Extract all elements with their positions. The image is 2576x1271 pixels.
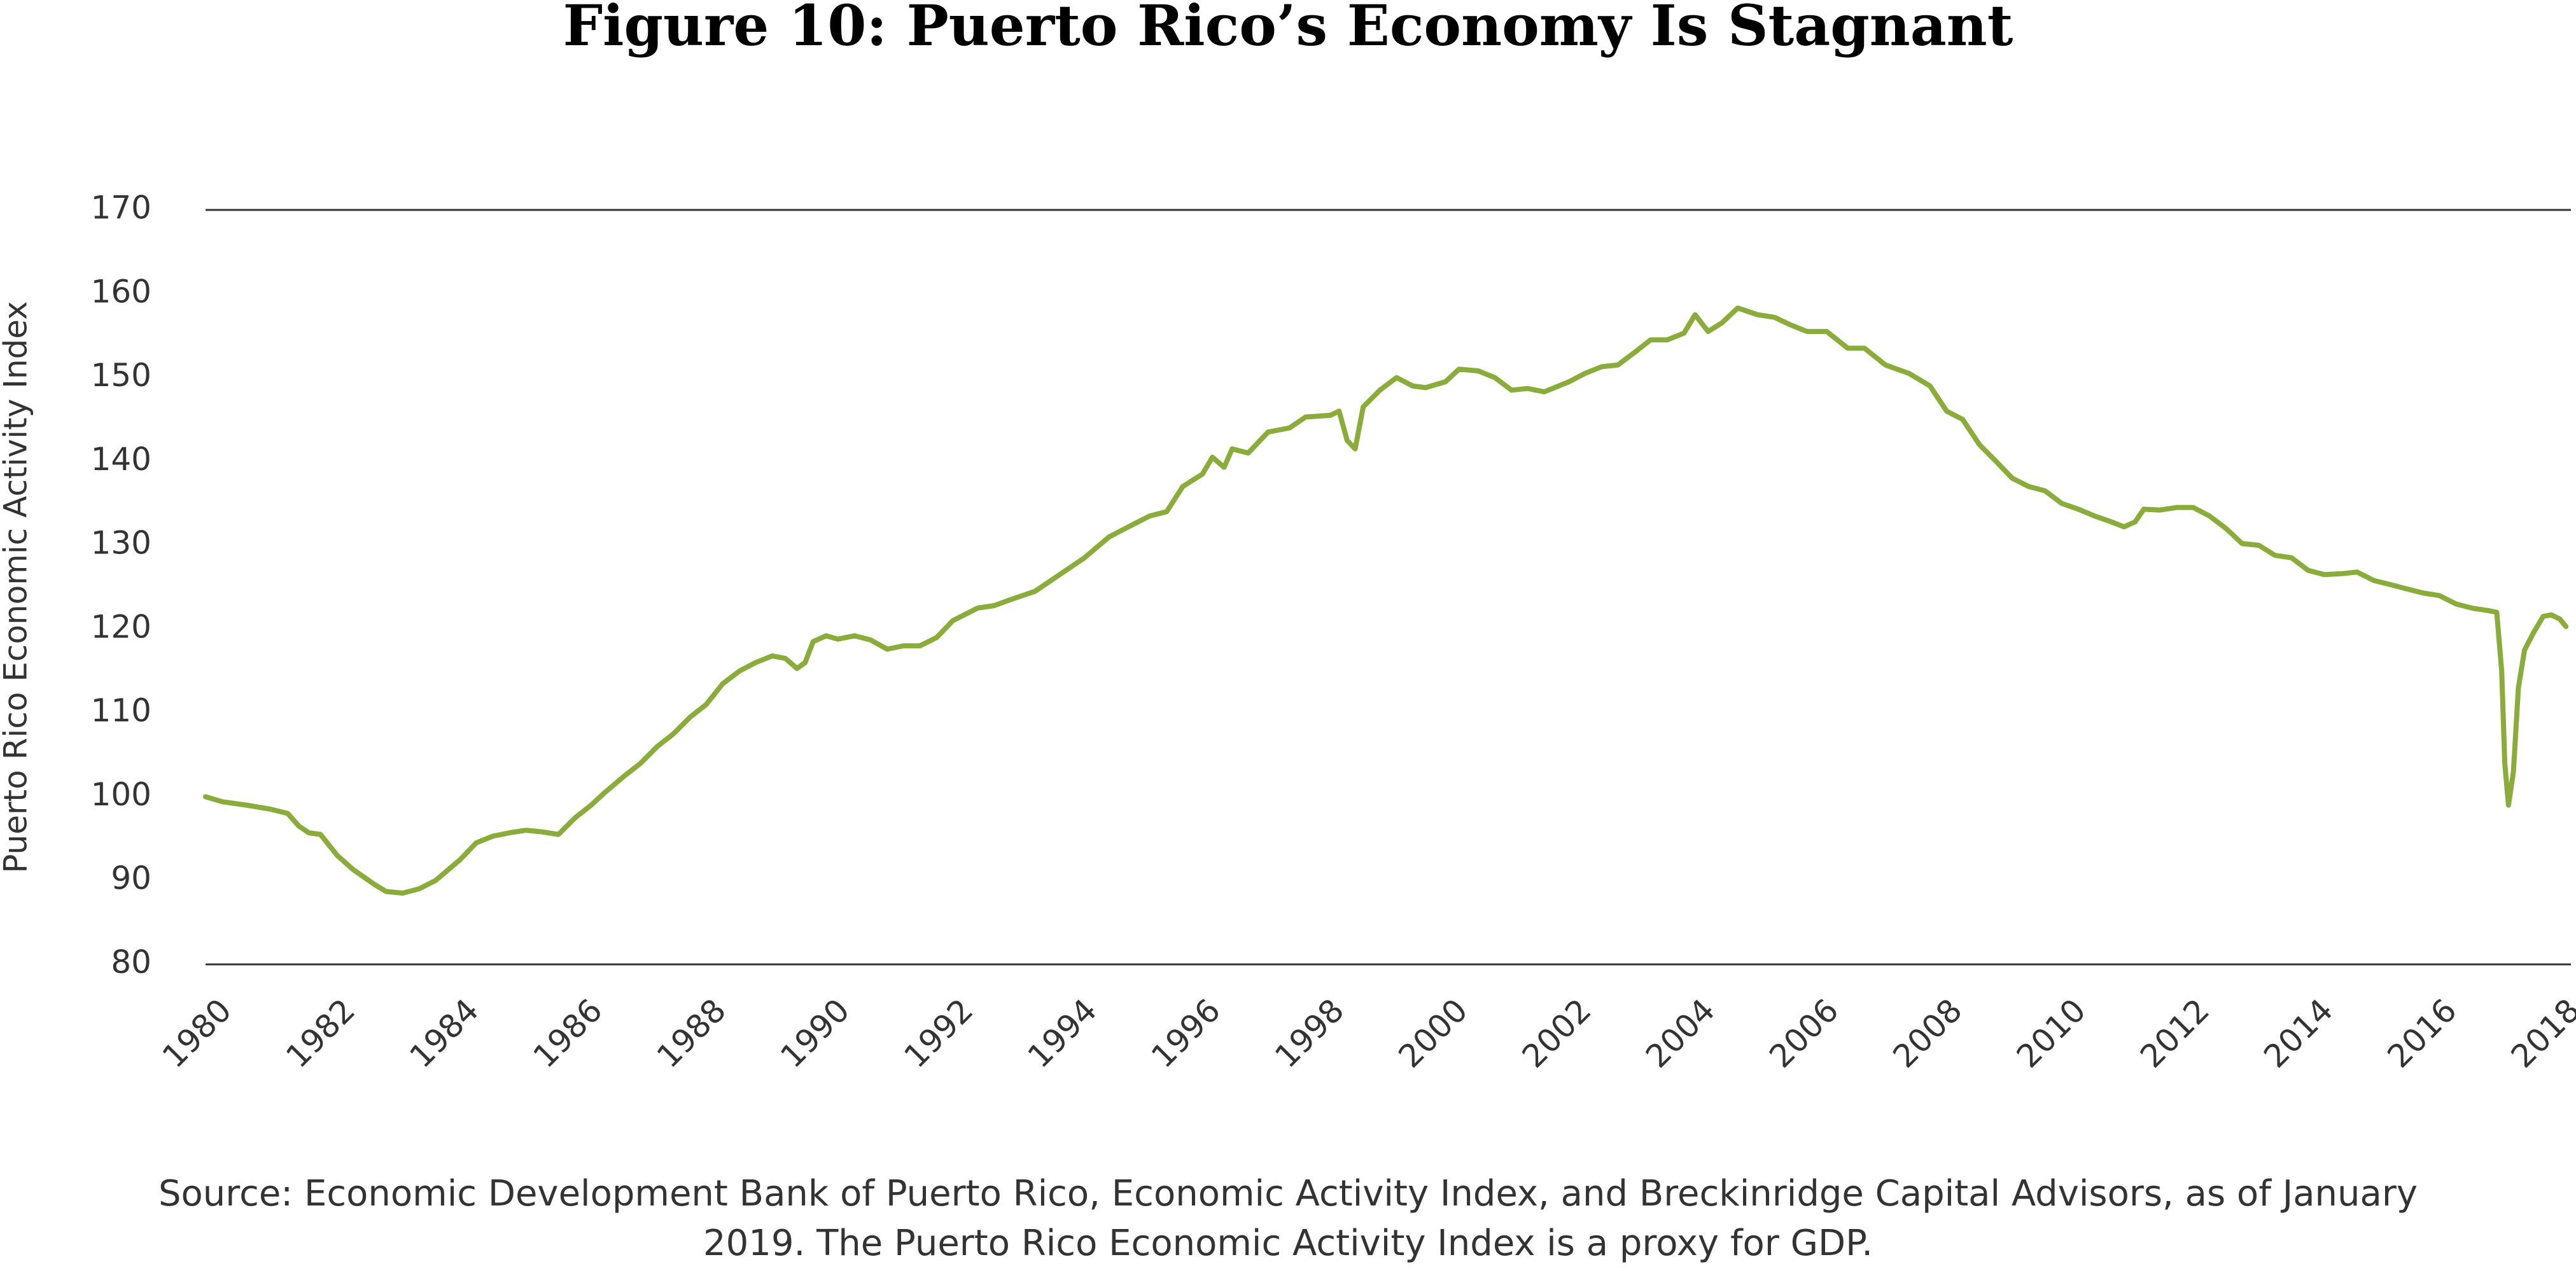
y-axis-label: Puerto Rico Economic Activity Index [0,301,34,873]
x-tick-label: 2002 [1515,992,1599,1075]
x-tick-label: 1980 [155,992,239,1075]
y-tick-label: 140 [91,441,151,478]
x-tick-label: 1992 [897,992,981,1075]
x-tick-label: 2014 [2257,992,2340,1075]
x-tick-label: 1994 [1021,992,1104,1075]
y-tick-label: 130 [91,525,151,562]
chart-title: Figure 10: Puerto Rico’s Economy Is Stag… [563,0,2013,59]
x-tick-label: 2000 [1392,992,1475,1075]
x-tick-label: 2018 [2504,992,2576,1075]
x-tick-label: 1986 [526,992,610,1075]
x-tick-label: 2008 [1886,992,1970,1075]
y-tick-label: 160 [91,273,151,310]
y-tick-label: 120 [91,608,151,645]
x-tick-label: 1984 [403,992,486,1075]
x-tick-label: 1982 [279,992,362,1075]
x-tick-label: 2016 [2381,992,2464,1075]
y-tick-label: 170 [91,190,151,226]
x-tick-label: 2012 [2133,992,2216,1075]
x-tick-label: 1988 [650,992,733,1075]
data-line [203,305,2569,896]
y-tick-label: 80 [111,944,151,981]
y-tick-label: 100 [91,776,151,813]
x-tick-label: 1996 [1144,992,1228,1075]
x-tick-label: 1998 [1268,992,1351,1075]
source-note: 2019. The Puerto Rico Economic Activity … [703,1223,1873,1264]
x-tick-label: 2004 [1639,992,1722,1075]
x-tick-label: 2010 [2010,992,2093,1075]
x-tick-label: 2006 [1762,992,1845,1075]
source-note: Source: Economic Development Bank of Pue… [158,1173,2418,1214]
x-tick-label: 1990 [773,992,857,1075]
y-tick-label: 90 [111,860,151,897]
y-tick-label: 110 [91,692,151,729]
y-tick-label: 150 [91,357,151,394]
